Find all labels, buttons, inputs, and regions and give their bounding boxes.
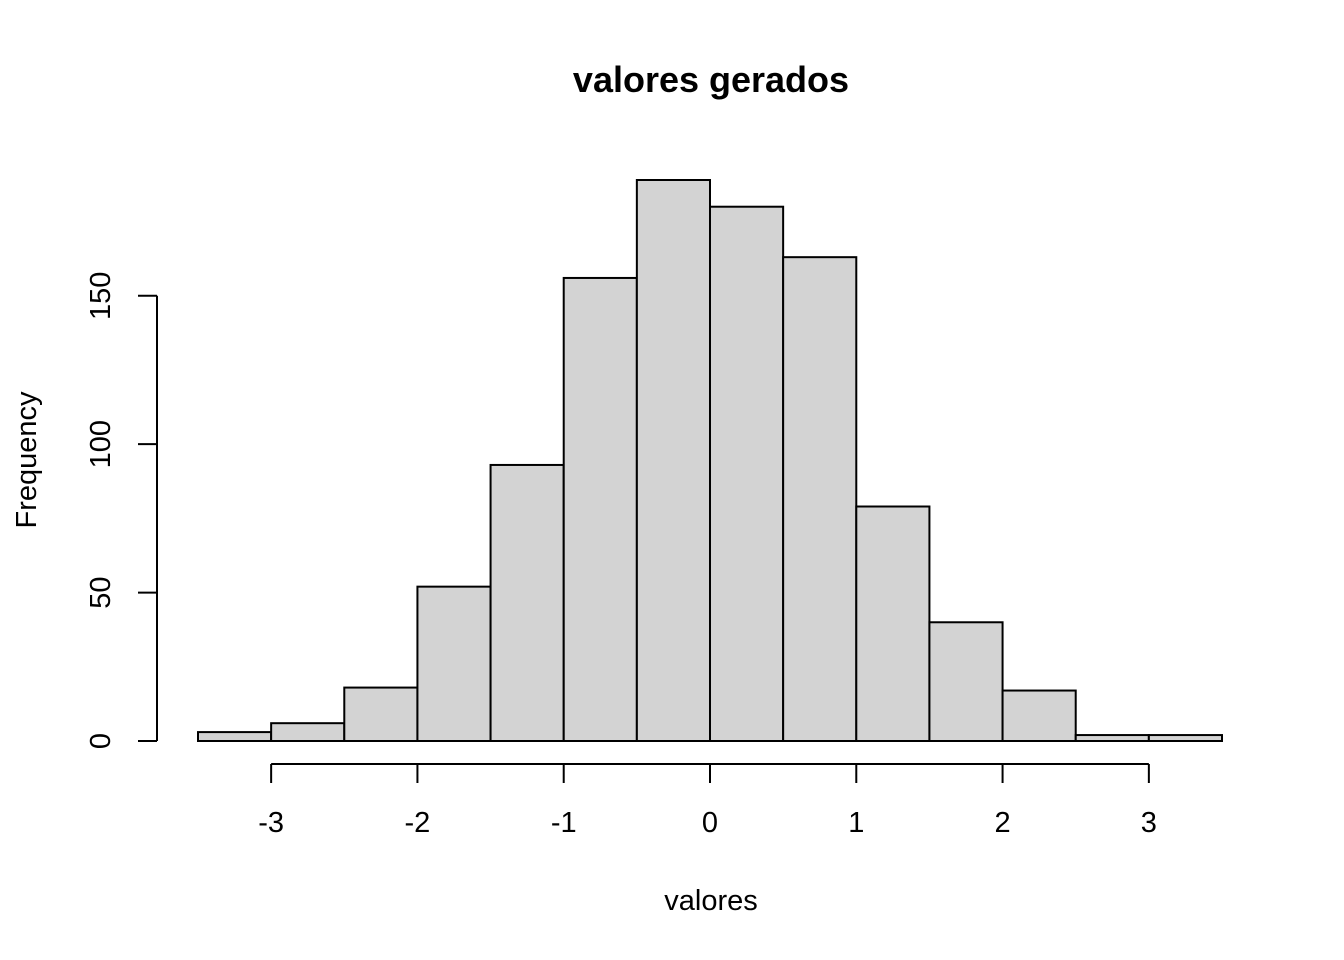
histogram-bar (782, 256, 858, 742)
histogram-bar (197, 731, 273, 742)
histogram-bar (343, 686, 419, 742)
histogram-bar (635, 179, 711, 742)
histogram-bar (709, 205, 785, 742)
x-axis-label: valores (664, 885, 758, 917)
y-tick-label: 0 (85, 733, 117, 749)
histogram-bar (1001, 689, 1077, 742)
x-tick-label: 1 (848, 807, 864, 839)
histogram-bar (928, 621, 1004, 742)
x-tick-label: -2 (405, 807, 431, 839)
histogram-bar (416, 585, 492, 743)
y-axis-label: Frequency (11, 391, 43, 529)
y-tick-label: 150 (85, 272, 117, 320)
histogram-bar (562, 276, 638, 742)
bars-group (197, 179, 1224, 743)
y-tick-label: 100 (85, 420, 117, 468)
x-axis: -3 -2 -1 0 1 2 3 (258, 763, 1157, 839)
x-tick-label: 3 (1141, 807, 1157, 839)
y-tick-label: 50 (85, 576, 117, 608)
x-tick-label: -1 (551, 807, 577, 839)
y-axis: 0 50 100 150 (85, 272, 158, 749)
chart-title: valores gerados (573, 59, 849, 100)
x-tick-label: 2 (995, 807, 1011, 839)
histogram-bar (270, 722, 346, 743)
histogram-bar (855, 505, 931, 742)
x-tick-label: -3 (258, 807, 284, 839)
histogram-bar (1074, 734, 1150, 742)
x-tick-label: 0 (702, 807, 718, 839)
histogram-bar (489, 463, 565, 742)
histogram-bar (1147, 734, 1224, 742)
